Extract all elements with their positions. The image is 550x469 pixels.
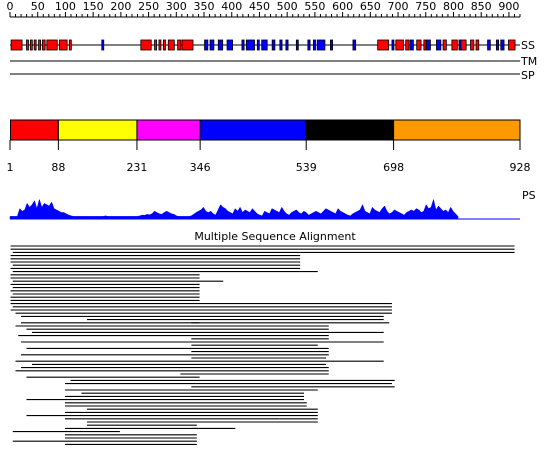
strand-segment [285, 39, 289, 51]
strand-segment [261, 39, 268, 51]
domain-boundary-label: 928 [510, 161, 531, 174]
domain-segment [10, 119, 59, 141]
domain-bar [10, 119, 521, 141]
ruler-tick-label: 150 [83, 0, 104, 13]
domain-segment [136, 119, 201, 141]
helix-segment [442, 39, 447, 51]
ruler-tick-label: 100 [55, 0, 76, 13]
domain-segment [393, 119, 521, 141]
helix-segment [405, 39, 410, 51]
strand-segment [495, 39, 499, 51]
helix-segment [29, 39, 33, 51]
secondary-structure-track [10, 39, 520, 51]
msa-title: Multiple Sequence Alignment [194, 230, 356, 243]
strand-segment [436, 39, 442, 51]
helix-segment [46, 39, 58, 51]
helix-segment [140, 39, 152, 51]
helix-segment [68, 39, 72, 51]
ruler-tick-label: 700 [388, 0, 409, 13]
sp-label: SP [521, 69, 535, 82]
strand-segment [101, 39, 105, 51]
psipred-area [9, 198, 459, 220]
helix-segment [154, 39, 157, 51]
ps-label: PS [522, 189, 536, 202]
strand-segment [209, 39, 215, 51]
helix-segment [423, 39, 427, 51]
psipred-profile [9, 198, 520, 220]
domain-boundary-label: 539 [296, 161, 317, 174]
ruler-tick-label: 550 [304, 0, 325, 13]
strand-segment [256, 39, 260, 51]
helix-segment [470, 39, 475, 51]
strand-segment [217, 39, 224, 51]
helix-segment [508, 39, 516, 51]
strand-segment [279, 39, 283, 51]
helix-segment [10, 39, 23, 51]
ruler-tick-label: 800 [443, 0, 464, 13]
strand-segment [271, 39, 276, 51]
domain-segment [57, 119, 138, 141]
domain-segment [199, 119, 307, 141]
ruler-tick-label: 450 [249, 0, 270, 13]
domain-boundary-label: 1 [7, 161, 14, 174]
helix-segment [416, 39, 422, 51]
domain-boundary-label: 88 [51, 161, 65, 174]
helix-segment [167, 39, 175, 51]
strand-segment [295, 39, 299, 51]
helix-segment [162, 39, 166, 51]
strand-segment [204, 39, 209, 51]
ruler-tick-label: 300 [166, 0, 187, 13]
ruler-tick-label: 400 [221, 0, 242, 13]
helix-segment [33, 39, 37, 51]
helix-segment [177, 39, 182, 51]
helix-segment [395, 39, 404, 51]
helix-segment [42, 39, 46, 51]
ruler-tick-label: 500 [277, 0, 298, 13]
domain-boundary-label: 231 [126, 161, 147, 174]
domain-boundary-labels: 1 88 231 346 539 698 928 [7, 140, 531, 174]
tm-label: TM [520, 55, 537, 68]
strand-segment [458, 39, 462, 51]
strand-segment [245, 39, 255, 51]
domain-boundary-label: 346 [190, 161, 211, 174]
ruler-tick-label: 900 [498, 0, 519, 13]
domain-boundary-label: 698 [383, 161, 404, 174]
ruler-tick-label: 250 [138, 0, 159, 13]
helix-segment [26, 39, 29, 51]
strand-segment [241, 39, 245, 51]
helix-segment [158, 39, 162, 51]
multiple-sequence-alignment [10, 245, 515, 445]
strand-segment [226, 39, 233, 51]
ruler-tick-label: 350 [194, 0, 215, 13]
domain-segment [305, 119, 395, 141]
ruler-tick-label: 600 [332, 0, 353, 13]
strand-segment [316, 39, 326, 51]
ruler-tick-label: 200 [110, 0, 131, 13]
ruler-tick-label: 650 [360, 0, 381, 13]
strand-segment [487, 39, 491, 51]
ruler-tick-label: 0 [7, 0, 14, 13]
strand-segment [312, 39, 316, 51]
helix-segment [451, 39, 458, 51]
position-ruler: 0 50 100 150 200 250 300 350 400 450 500 550 600 650 7… [7, 0, 521, 18]
strand-segment [391, 39, 395, 51]
helix-segment [38, 39, 41, 51]
helix-segment [475, 39, 480, 51]
ss-label: SS [521, 39, 535, 52]
strand-segment [500, 39, 505, 51]
strand-segment [426, 39, 431, 51]
ruler-tick-label: 750 [415, 0, 436, 13]
strand-segment [329, 39, 333, 51]
ruler-tick-label: 850 [471, 0, 492, 13]
strand-segment [307, 39, 311, 51]
strand-segment [352, 39, 357, 51]
strand-segment [409, 39, 414, 51]
ruler-tick-label: 50 [31, 0, 45, 13]
helix-segment [59, 39, 68, 51]
helix-segment [181, 39, 194, 51]
helix-segment [377, 39, 390, 51]
helix-segment [460, 39, 467, 51]
